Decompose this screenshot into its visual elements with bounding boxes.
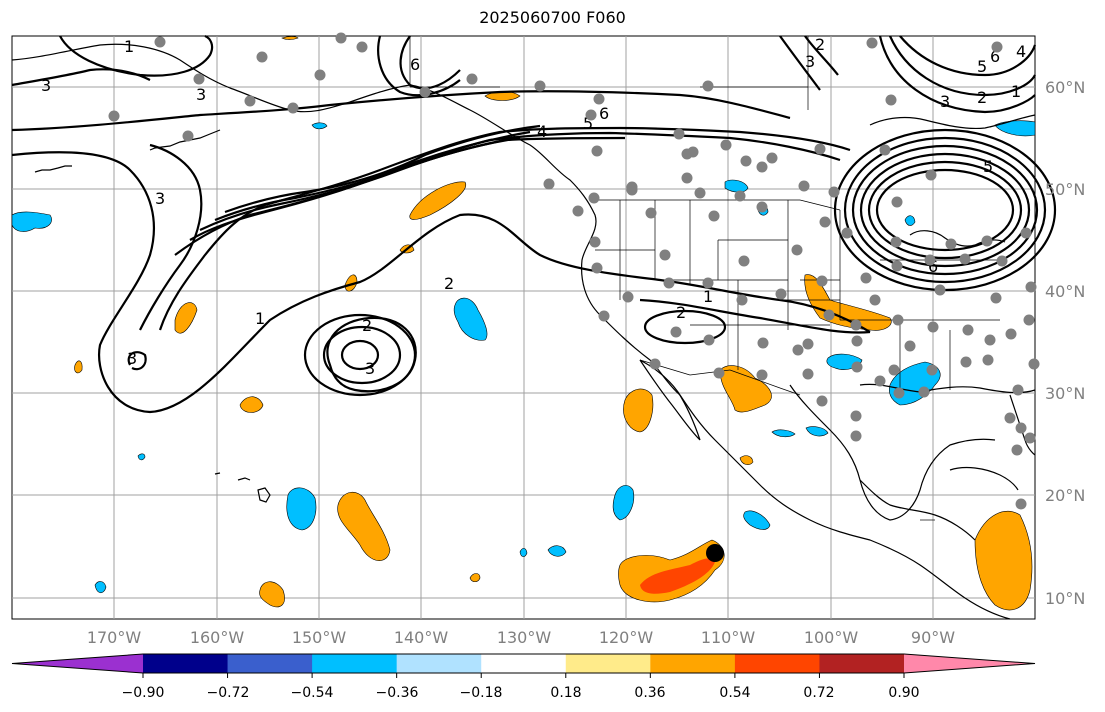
svg-text:3: 3 (41, 76, 51, 95)
colorbar-tick-label: −0.54 (291, 685, 334, 701)
svg-text:6: 6 (928, 257, 938, 276)
lat-label: 40°N (1045, 282, 1085, 301)
lon-label: 130°W (497, 628, 552, 647)
lon-label: 150°W (292, 628, 347, 647)
svg-text:1: 1 (255, 309, 265, 328)
colorbar-ticks: −0.90 −0.72 −0.54 −0.36 −0.18 0.18 0.36 … (122, 685, 920, 701)
anomaly-shading (11, 36, 1036, 611)
svg-text:1: 1 (124, 37, 134, 56)
colorbar-tick-label: 0.72 (803, 685, 834, 701)
lon-label: 110°W (701, 628, 756, 647)
colorbar-segment (227, 654, 313, 673)
svg-text:6: 6 (410, 55, 420, 74)
contour-labels: 3 1 3 1 2 3 2 3 2 1 4 5 6 6 3 2 3 2 5 6 … (41, 35, 1026, 378)
svg-text:2: 2 (977, 88, 987, 107)
colorbar-tick-label: −0.90 (122, 685, 165, 701)
colorbar-tick-label: 0.36 (634, 685, 665, 701)
svg-text:3: 3 (155, 189, 165, 208)
lon-label: 170°W (87, 628, 142, 647)
svg-text:2: 2 (815, 35, 825, 54)
svg-text:5: 5 (977, 57, 987, 76)
lon-label: 140°W (394, 628, 449, 647)
lat-label: 50°N (1045, 180, 1085, 199)
lon-label: 100°W (804, 628, 859, 647)
colorbar-segment (481, 654, 567, 673)
map-title: 2025060700 F060 (479, 8, 626, 27)
svg-text:2: 2 (444, 274, 454, 293)
svg-text:3: 3 (365, 359, 375, 378)
svg-text:2: 2 (362, 316, 372, 335)
svg-text:3: 3 (805, 52, 815, 71)
svg-text:1: 1 (1011, 82, 1021, 101)
lat-label: 20°N (1045, 486, 1085, 505)
colorbar-segment (819, 654, 905, 673)
colorbar-segment (650, 654, 736, 673)
lat-label: 60°N (1045, 78, 1085, 97)
colorbar-segment (312, 654, 398, 673)
colorbar-segment (734, 654, 820, 673)
graticule (12, 36, 1035, 619)
svg-text:4: 4 (537, 122, 547, 141)
colorbar-segment (565, 654, 651, 673)
colorbar-segment (143, 654, 229, 673)
svg-text:2: 2 (676, 303, 686, 322)
svg-text:3: 3 (196, 85, 206, 104)
colorbar-tick-label: 0.54 (719, 685, 750, 701)
svg-text:5: 5 (983, 157, 993, 176)
political-borders (409, 36, 1000, 521)
lon-label: 160°W (190, 628, 245, 647)
colorbar-tick-label: 0.90 (888, 685, 919, 701)
lat-label: 10°N (1045, 589, 1085, 608)
svg-text:6: 6 (599, 104, 609, 123)
colorbar-extend-high (904, 654, 1035, 673)
svg-text:1: 1 (703, 287, 713, 306)
colorbar-extend-low (12, 654, 143, 673)
colorbar-segment (396, 654, 482, 673)
storm-center-marker (706, 544, 724, 562)
svg-text:3: 3 (127, 349, 137, 368)
longitude-labels: 170°W 160°W 150°W 140°W 130°W 120°W 110°… (87, 628, 955, 647)
svg-text:4: 4 (1016, 42, 1026, 61)
svg-text:6: 6 (990, 47, 1000, 66)
colorbar-tick-label: 0.18 (550, 685, 581, 701)
latitude-labels: 60°N 50°N 40°N 30°N 20°N 10°N (1045, 78, 1085, 608)
lat-label: 30°N (1045, 384, 1085, 403)
colorbar-tick-label: −0.72 (207, 685, 250, 701)
colorbar-tick-label: −0.36 (376, 685, 419, 701)
station-markers (108, 32, 1040, 510)
lon-label: 120°W (599, 628, 654, 647)
colorbar (11, 653, 1036, 678)
svg-text:5: 5 (583, 114, 593, 133)
lon-label: 90°W (911, 628, 955, 647)
svg-text:3: 3 (940, 92, 950, 111)
colorbar-tick-label: −0.18 (460, 685, 503, 701)
